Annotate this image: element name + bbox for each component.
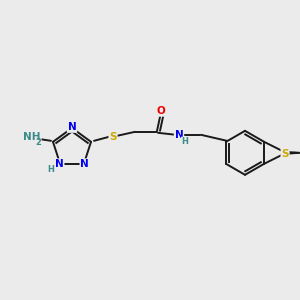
Text: NH: NH xyxy=(23,132,41,142)
Text: N: N xyxy=(175,130,183,140)
Text: O: O xyxy=(157,106,165,116)
Text: H: H xyxy=(47,165,54,174)
Text: N: N xyxy=(80,159,89,169)
Text: S: S xyxy=(281,149,289,159)
Text: N: N xyxy=(55,159,64,169)
Text: 2: 2 xyxy=(35,138,41,147)
Text: S: S xyxy=(109,132,117,142)
Text: N: N xyxy=(68,122,76,132)
Text: H: H xyxy=(182,137,188,146)
